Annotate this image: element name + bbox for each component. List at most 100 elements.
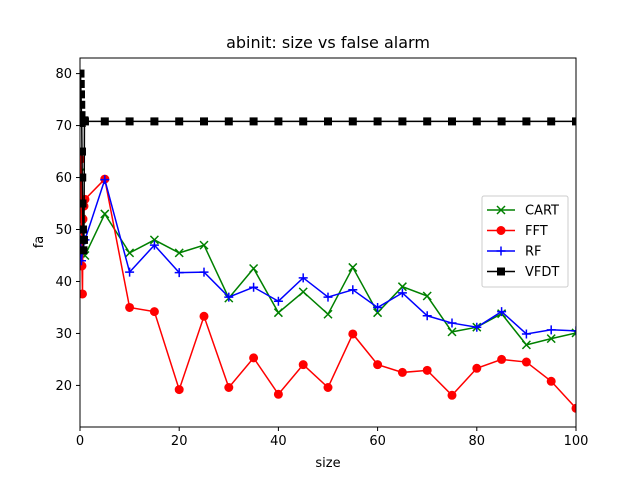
data-point-cart <box>546 334 556 344</box>
legend-label-fft: FFT <box>525 224 548 239</box>
data-point-rf <box>298 273 308 283</box>
data-point-rf <box>125 267 135 277</box>
data-point-vfdt <box>299 117 308 126</box>
data-point-cart <box>373 308 383 318</box>
data-point-rf <box>546 325 556 335</box>
data-point-fft <box>249 353 259 363</box>
data-point-cart <box>149 235 159 245</box>
data-point-vfdt <box>80 235 88 244</box>
data-point-vfdt <box>398 117 407 126</box>
x-tick-label: 40 <box>270 434 287 449</box>
data-point-fft <box>447 390 457 400</box>
data-point-vfdt <box>522 117 531 126</box>
data-point-vfdt <box>547 117 556 126</box>
y-tick-label: 70 <box>55 119 72 134</box>
data-point-vfdt <box>423 117 432 126</box>
legend-marker-cart <box>496 205 506 215</box>
data-point-fft <box>273 389 283 399</box>
data-point-cart <box>422 291 432 301</box>
data-point-vfdt <box>80 100 86 109</box>
y-tick-label: 30 <box>55 327 72 342</box>
data-point-fft <box>521 357 531 367</box>
data-point-rf <box>323 292 333 302</box>
data-point-vfdt <box>200 117 208 126</box>
data-point-vfdt <box>80 199 87 208</box>
data-point-vfdt <box>249 117 258 126</box>
legend-label-vfdt: VFDT <box>525 265 559 280</box>
data-point-cart <box>273 308 283 318</box>
data-point-vfdt <box>125 117 134 126</box>
data-point-cart <box>100 209 110 219</box>
data-point-rf <box>472 322 482 332</box>
data-point-fft <box>397 367 407 377</box>
data-point-rf <box>149 240 159 250</box>
data-point-vfdt <box>348 117 357 126</box>
series-layer <box>80 69 576 413</box>
legend-marker-vfdt <box>497 267 505 276</box>
chart-title: abinit: size vs false alarm <box>226 33 430 52</box>
data-point-rf <box>521 329 531 339</box>
data-point-vfdt <box>472 117 481 126</box>
data-point-rf <box>348 285 358 295</box>
data-point-fft <box>224 383 234 393</box>
y-tick-label: 50 <box>55 223 72 238</box>
legend-label-rf: RF <box>525 245 542 260</box>
data-point-fft <box>348 329 358 339</box>
x-tick-label: 0 <box>76 434 84 449</box>
y-tick-label: 80 <box>55 67 72 82</box>
series-line-rf <box>80 176 576 335</box>
data-point-vfdt <box>80 147 86 156</box>
data-point-rf <box>199 267 209 277</box>
legend: CART FFT RF VFDT <box>481 195 569 288</box>
data-point-vfdt <box>224 117 233 126</box>
data-point-fft <box>125 302 135 312</box>
data-point-rf <box>571 326 576 336</box>
data-point-fft <box>497 354 507 364</box>
data-point-fft <box>546 376 556 386</box>
legend-marker-rf <box>496 246 506 256</box>
y-axis-label: fa <box>32 236 47 249</box>
data-point-cart <box>125 248 135 258</box>
ticks-layer: 0 20 40 60 80 100 20 30 40 50 60 70 80 <box>55 67 588 449</box>
data-point-rf <box>224 292 234 302</box>
legend-label-cart: CART <box>525 204 559 219</box>
x-tick-label: 60 <box>369 434 386 449</box>
data-point-fft <box>298 360 308 370</box>
data-point-rf <box>397 288 407 298</box>
data-point-vfdt <box>80 225 87 234</box>
data-point-cart <box>323 309 333 319</box>
data-point-fft <box>472 363 482 373</box>
data-point-vfdt <box>373 117 382 126</box>
y-tick-label: 60 <box>55 171 72 186</box>
data-point-rf <box>100 175 110 185</box>
data-point-rf <box>422 311 432 321</box>
data-point-fft <box>323 383 333 393</box>
data-point-vfdt <box>80 246 88 255</box>
data-point-rf <box>447 318 457 328</box>
data-point-vfdt <box>448 117 456 126</box>
data-point-vfdt <box>497 117 506 126</box>
data-point-cart <box>397 282 407 292</box>
data-point-vfdt <box>80 173 87 182</box>
data-point-rf <box>80 256 86 266</box>
data-point-vfdt <box>324 117 332 126</box>
data-point-fft <box>149 307 159 317</box>
data-point-fft <box>199 311 209 321</box>
data-point-rf <box>373 302 383 312</box>
data-point-cart <box>298 287 308 297</box>
data-point-vfdt <box>150 117 159 126</box>
data-point-fft <box>571 403 576 413</box>
data-point-cart <box>447 327 457 337</box>
data-point-vfdt <box>80 90 85 99</box>
data-point-rf <box>174 268 184 278</box>
x-tick-label: 20 <box>171 434 188 449</box>
data-point-vfdt <box>175 117 184 126</box>
data-point-fft <box>174 385 184 395</box>
series-line-vfdt <box>80 73 576 251</box>
data-point-cart <box>249 263 259 274</box>
data-point-fft <box>422 365 432 375</box>
data-point-fft <box>80 289 87 299</box>
data-point-vfdt <box>80 79 85 88</box>
data-point-cart <box>174 248 184 258</box>
